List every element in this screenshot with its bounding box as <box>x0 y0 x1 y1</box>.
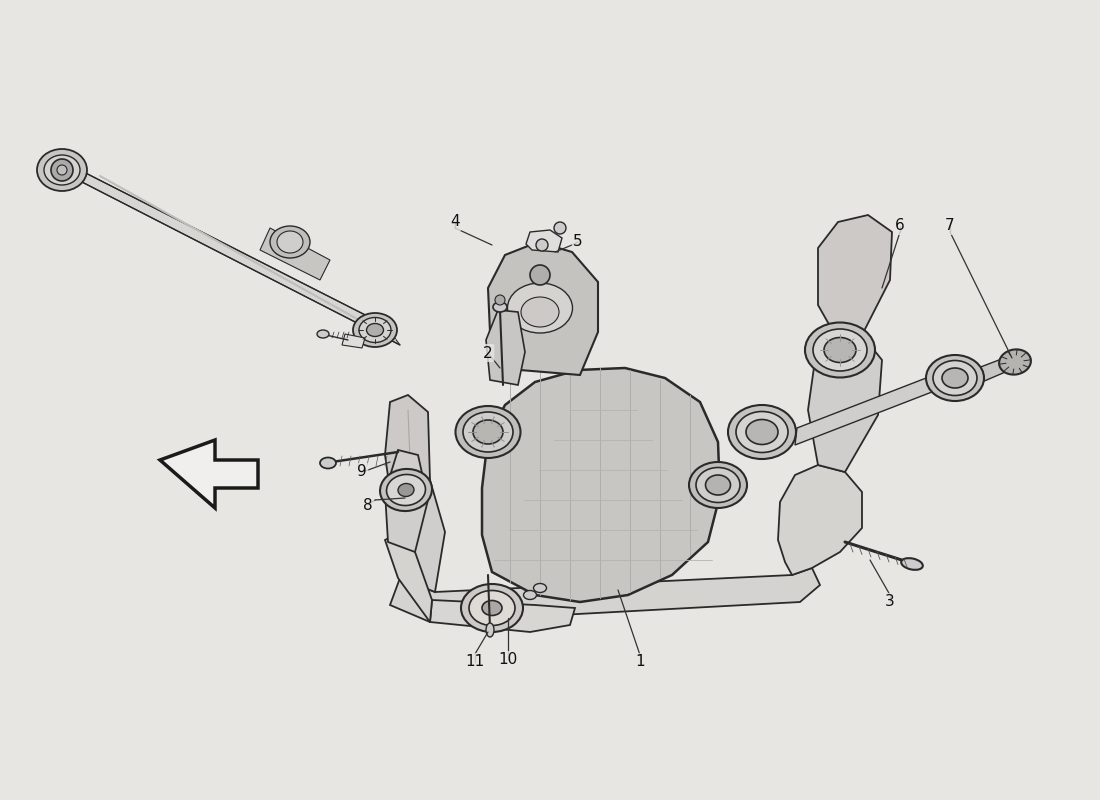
Polygon shape <box>526 230 562 252</box>
Ellipse shape <box>44 155 80 185</box>
Polygon shape <box>488 242 598 375</box>
Ellipse shape <box>813 329 867 371</box>
Ellipse shape <box>728 405 796 459</box>
Polygon shape <box>390 568 820 622</box>
Ellipse shape <box>926 355 984 401</box>
Ellipse shape <box>705 475 730 495</box>
Polygon shape <box>60 160 400 345</box>
Text: 5: 5 <box>573 234 583 250</box>
Ellipse shape <box>320 458 336 469</box>
Ellipse shape <box>521 297 559 327</box>
Text: 1: 1 <box>635 654 645 670</box>
Text: 11: 11 <box>465 654 485 670</box>
Ellipse shape <box>353 313 397 347</box>
Ellipse shape <box>805 322 874 378</box>
Text: 8: 8 <box>363 498 373 513</box>
Circle shape <box>536 239 548 251</box>
Polygon shape <box>975 355 1012 385</box>
Ellipse shape <box>696 467 740 502</box>
Polygon shape <box>385 395 430 505</box>
Ellipse shape <box>277 231 302 253</box>
Ellipse shape <box>386 474 426 506</box>
Ellipse shape <box>482 601 502 615</box>
Ellipse shape <box>398 483 414 497</box>
Polygon shape <box>795 368 952 445</box>
Ellipse shape <box>473 420 503 444</box>
Ellipse shape <box>461 584 522 632</box>
Polygon shape <box>778 465 862 575</box>
Ellipse shape <box>359 318 390 342</box>
Circle shape <box>57 165 67 175</box>
Polygon shape <box>808 335 882 472</box>
Ellipse shape <box>486 623 494 637</box>
Ellipse shape <box>999 350 1031 374</box>
Text: 10: 10 <box>498 653 518 667</box>
Circle shape <box>530 265 550 285</box>
Ellipse shape <box>455 406 520 458</box>
Ellipse shape <box>901 558 923 570</box>
Text: 7: 7 <box>945 218 955 234</box>
Ellipse shape <box>270 226 310 258</box>
Text: 6: 6 <box>895 218 905 234</box>
Text: 3: 3 <box>886 594 895 610</box>
Text: 2: 2 <box>483 346 493 361</box>
Polygon shape <box>430 600 575 632</box>
Ellipse shape <box>366 323 384 337</box>
Ellipse shape <box>317 330 329 338</box>
Text: 4: 4 <box>450 214 460 230</box>
Polygon shape <box>390 442 446 592</box>
Ellipse shape <box>463 412 513 452</box>
Ellipse shape <box>736 411 788 453</box>
Ellipse shape <box>933 361 977 395</box>
Circle shape <box>495 295 505 305</box>
Polygon shape <box>342 334 365 348</box>
Polygon shape <box>486 310 525 385</box>
Circle shape <box>51 159 73 181</box>
Ellipse shape <box>824 338 856 362</box>
Text: 9: 9 <box>358 465 367 479</box>
Ellipse shape <box>746 419 778 445</box>
Ellipse shape <box>37 149 87 191</box>
Polygon shape <box>385 532 432 622</box>
Ellipse shape <box>469 590 515 626</box>
Ellipse shape <box>507 283 572 333</box>
Ellipse shape <box>524 590 537 599</box>
Circle shape <box>554 222 566 234</box>
Polygon shape <box>818 215 892 335</box>
Ellipse shape <box>942 368 968 388</box>
Polygon shape <box>260 228 330 280</box>
Polygon shape <box>160 440 258 508</box>
Ellipse shape <box>379 469 432 511</box>
Ellipse shape <box>534 583 547 593</box>
Ellipse shape <box>493 302 507 312</box>
Polygon shape <box>482 368 720 602</box>
Polygon shape <box>385 450 428 552</box>
Ellipse shape <box>689 462 747 508</box>
